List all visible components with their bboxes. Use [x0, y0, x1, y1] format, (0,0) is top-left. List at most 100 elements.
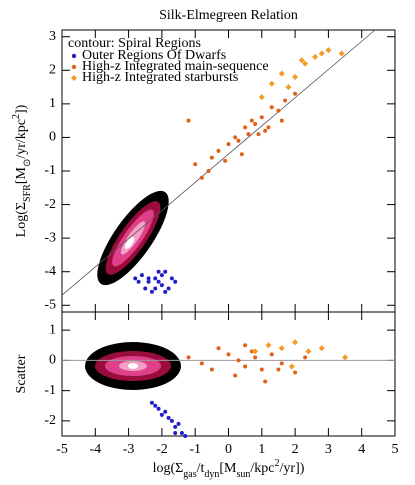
y-tick-label: 0 [49, 130, 56, 145]
legend-marker [71, 64, 77, 70]
point [263, 128, 268, 133]
point [209, 155, 214, 160]
point [173, 424, 178, 429]
point [166, 286, 171, 291]
point [249, 349, 254, 354]
legend-label: High-z Integrated starbursts [82, 70, 238, 85]
point [318, 50, 325, 57]
point [226, 142, 231, 147]
x-tick-label: 2 [292, 442, 299, 457]
point [312, 53, 319, 60]
y-tick-label: 0 [49, 353, 56, 368]
label-part: ⊙ [22, 159, 33, 167]
legend-marker [71, 53, 77, 59]
legend-label: High-z Integrated main-sequence [82, 59, 269, 74]
y-tick-label: -1 [44, 383, 56, 398]
x-tick-label: -2 [156, 442, 168, 457]
point [239, 152, 244, 157]
point [276, 108, 281, 113]
point [139, 273, 144, 278]
point [149, 400, 154, 405]
point [153, 403, 158, 408]
point [268, 80, 275, 87]
legend-note: contour: Spiral Regions [68, 36, 201, 51]
point [236, 358, 241, 363]
point [163, 409, 168, 414]
point [163, 269, 168, 274]
point [259, 115, 264, 120]
point [263, 379, 268, 384]
y-tick-label: -2 [44, 413, 56, 428]
point [199, 175, 204, 180]
point [156, 406, 161, 411]
point [288, 363, 295, 370]
point [163, 289, 168, 294]
point [199, 361, 204, 366]
point [259, 367, 264, 372]
y-tick-label: 1 [49, 322, 56, 337]
point [252, 348, 259, 355]
point [233, 373, 238, 378]
label-part: ]) [14, 104, 29, 114]
point [243, 364, 248, 369]
point [226, 352, 231, 357]
label-part: Scatter [14, 354, 29, 393]
point [305, 348, 312, 355]
label-part: SFR [22, 184, 33, 202]
x-tick-label: 5 [392, 442, 399, 457]
contour-top [97, 190, 169, 286]
label-part: 2 [275, 458, 280, 469]
label-part: gas [183, 469, 196, 480]
label-part: sun [237, 469, 251, 480]
point [253, 355, 258, 360]
point [173, 279, 178, 284]
point [209, 367, 214, 372]
point [173, 430, 178, 435]
x-tick-label: 4 [358, 442, 365, 457]
point [206, 169, 211, 173]
point [223, 158, 228, 163]
label-part: log(Σ [153, 461, 184, 476]
y-tick-label: -2 [44, 197, 56, 212]
point [186, 355, 191, 360]
point [179, 430, 184, 435]
point [279, 361, 284, 366]
point [216, 346, 221, 351]
label-part: /kpc [250, 461, 274, 476]
point [276, 367, 281, 372]
point [269, 352, 274, 357]
point [293, 91, 298, 96]
point [176, 421, 181, 426]
y-tick-label: -3 [44, 230, 56, 245]
point [298, 57, 305, 64]
legend-marker [71, 75, 77, 81]
point [159, 283, 164, 288]
point [143, 286, 148, 291]
point [278, 70, 285, 77]
point [279, 118, 284, 123]
label-part: 2 [11, 114, 22, 119]
point [278, 345, 285, 352]
x-tick-label: -5 [56, 442, 68, 457]
point [303, 355, 308, 360]
point [246, 132, 251, 137]
x-tick-label: -3 [123, 442, 135, 457]
point [266, 125, 271, 130]
point [166, 415, 171, 420]
point [153, 276, 158, 281]
point [249, 118, 254, 123]
point [269, 105, 274, 110]
point [216, 148, 221, 153]
point [159, 412, 164, 417]
y-tick-label: 2 [49, 63, 56, 78]
contour-bottom [85, 342, 181, 390]
point [285, 84, 292, 91]
point [292, 339, 299, 346]
y-tick-label: 3 [49, 29, 56, 44]
point [169, 418, 174, 423]
x-tick-label: 0 [225, 442, 232, 457]
y-tick-label: -5 [44, 298, 56, 313]
point [236, 138, 241, 143]
y-axis-label: Log(ΣSFR[M⊙/yr/kpc2]) [11, 104, 33, 237]
label-part: dyn [204, 469, 219, 480]
